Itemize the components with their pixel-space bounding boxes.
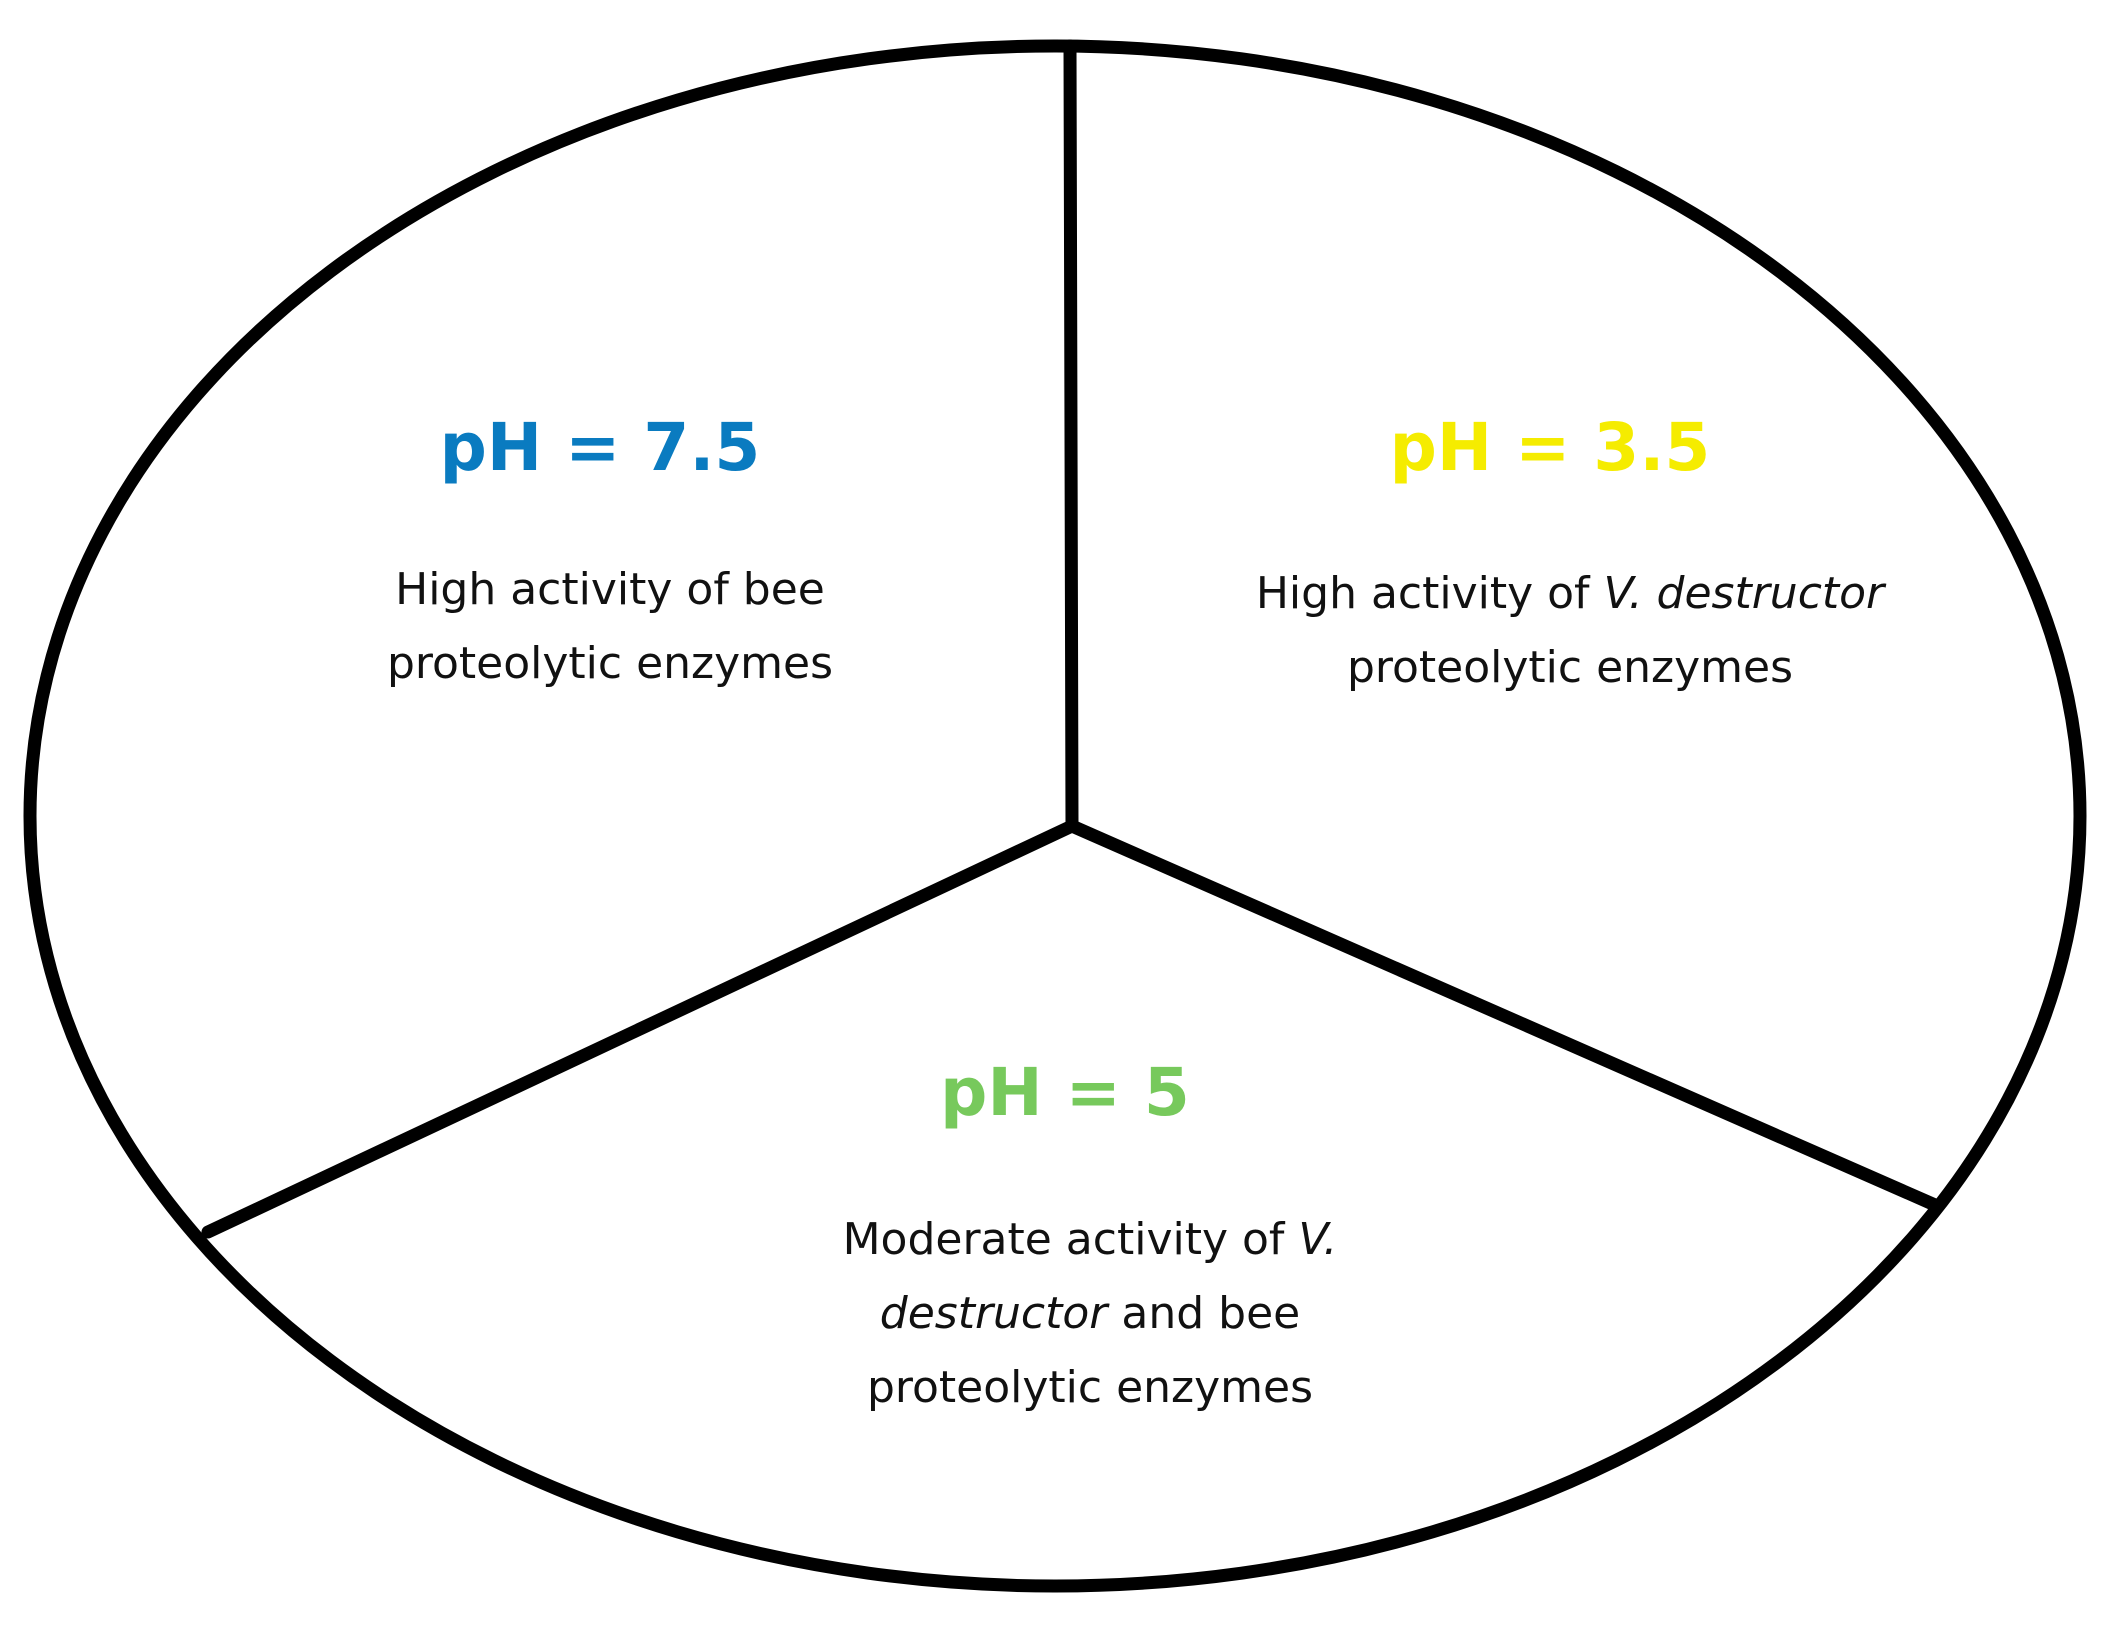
ph-3-5-label: pH = 3.5 bbox=[1389, 409, 1711, 486]
desc-text: High activity of bbox=[1255, 568, 1604, 619]
outer-ellipse bbox=[23, 39, 2087, 1593]
desc-line: proteolytic enzymes bbox=[1346, 642, 1794, 693]
desc-line: High activity of bee bbox=[395, 564, 825, 615]
ph-5-description: Moderate activity of V. destructor and b… bbox=[690, 1203, 1490, 1425]
species-name: destructor bbox=[879, 1288, 1108, 1339]
species-name: V. bbox=[1298, 1214, 1338, 1265]
desc-text: and bee bbox=[1107, 1288, 1301, 1339]
desc-line: destructor and bee bbox=[690, 1277, 1490, 1351]
ph-5-label: pH = 5 bbox=[940, 1054, 1190, 1131]
divider-right bbox=[1065, 819, 1942, 1212]
desc-line: proteolytic enzymes bbox=[866, 1362, 1314, 1413]
desc-line: High activity of V. destructor bbox=[1100, 557, 2040, 631]
divider-left bbox=[201, 819, 1079, 1239]
desc-line: Moderate activity of V. bbox=[690, 1203, 1490, 1277]
desc-line: proteolytic enzymes bbox=[386, 638, 834, 689]
desc-text: Moderate activity of bbox=[842, 1214, 1299, 1265]
ph-3-5-description: High activity of V. destructor proteolyt… bbox=[1100, 557, 2040, 705]
ph-7-5-description: High activity of bee proteolytic enzymes bbox=[210, 553, 1010, 701]
species-name: V. destructor bbox=[1603, 568, 1885, 619]
divider-top bbox=[1063, 39, 1079, 833]
ph-7-5-label: pH = 7.5 bbox=[439, 409, 761, 486]
